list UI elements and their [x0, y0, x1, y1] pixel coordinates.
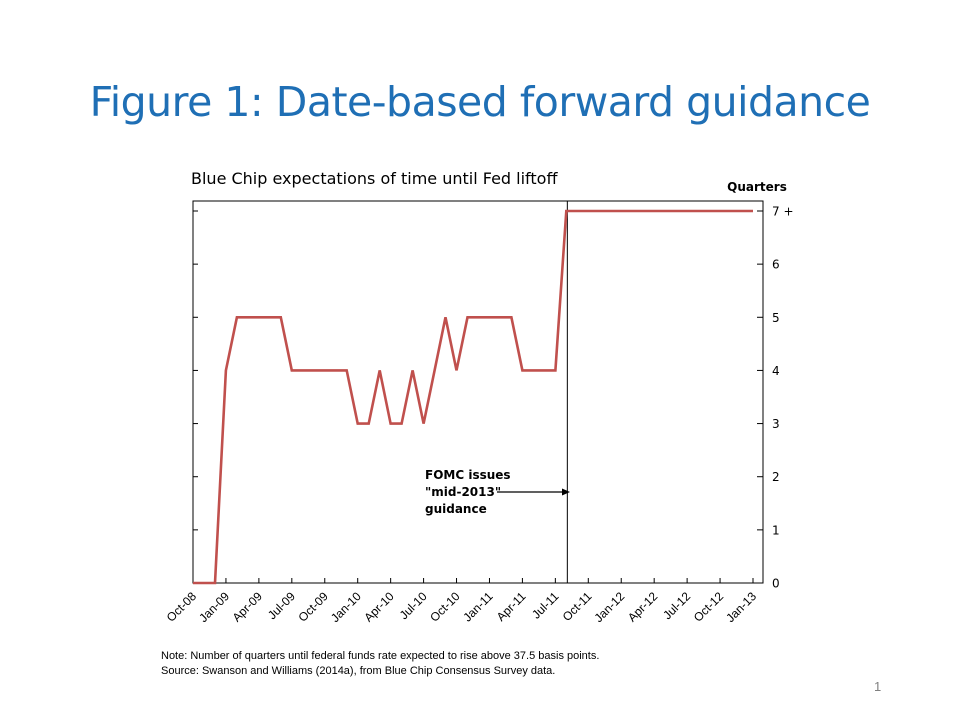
- x-tick-label-14: Apr-12: [625, 589, 661, 625]
- chart-note-block: Note: Number of quarters until federal f…: [161, 649, 599, 679]
- y-tick-label-2: 2: [772, 470, 780, 484]
- x-tick-label-4: Oct-09: [296, 589, 332, 625]
- x-tick-label-8: Oct-10: [427, 589, 463, 625]
- chart-title: Blue Chip expectations of time until Fed…: [191, 169, 558, 188]
- chart-note: Note: Number of quarters until federal f…: [161, 650, 600, 662]
- x-tick-label-0: Oct-08: [164, 589, 200, 625]
- x-tick-label-11: Jul-11: [529, 589, 562, 622]
- x-tick-label-13: Jan-12: [592, 589, 628, 625]
- x-tick-label-7: Jul-10: [397, 589, 430, 622]
- annotation-line-3: guidance: [425, 502, 487, 516]
- y-tick-label-1: 1: [772, 523, 780, 537]
- chart-source: Source: Swanson and Williams (2014a), fr…: [161, 665, 556, 677]
- x-tick-label-5: Jan-10: [328, 589, 364, 625]
- x-tick-label-6: Apr-10: [361, 589, 397, 625]
- y-tick-label-5: 5: [772, 311, 780, 325]
- x-tick-label-9: Jan-11: [460, 589, 495, 624]
- x-tick-label-15: Jul-12: [660, 589, 693, 622]
- x-tick-label-16: Oct-12: [691, 589, 727, 625]
- x-tick-label-1: Jan-09: [196, 589, 232, 625]
- y-tick-label-0: 0: [772, 577, 780, 591]
- series-line-0: [193, 209, 753, 585]
- y-tick-label-7: 7 +: [772, 205, 794, 219]
- annotation-line-2: "mid-2013": [425, 485, 501, 499]
- slide-title: Figure 1: Date-based forward guidance: [89, 78, 871, 126]
- y-tick-label-3: 3: [772, 417, 780, 431]
- page-number: 1: [874, 679, 882, 694]
- y-tick-label-6: 6: [772, 258, 780, 272]
- x-tick-label-17: Jan-13: [723, 589, 759, 625]
- x-tick-label-10: Apr-11: [494, 589, 529, 624]
- x-tick-label-2: Apr-09: [230, 589, 266, 625]
- y-axis-label: Quarters: [727, 180, 787, 194]
- y-tick-label-4: 4: [772, 364, 780, 378]
- annotation-line-1: FOMC issues: [425, 468, 511, 482]
- plot-frame: [192, 200, 764, 584]
- x-tick-label-3: Jul-09: [265, 589, 298, 622]
- x-tick-label-12: Oct-11: [560, 589, 595, 624]
- annotation-arrowhead: [562, 488, 570, 496]
